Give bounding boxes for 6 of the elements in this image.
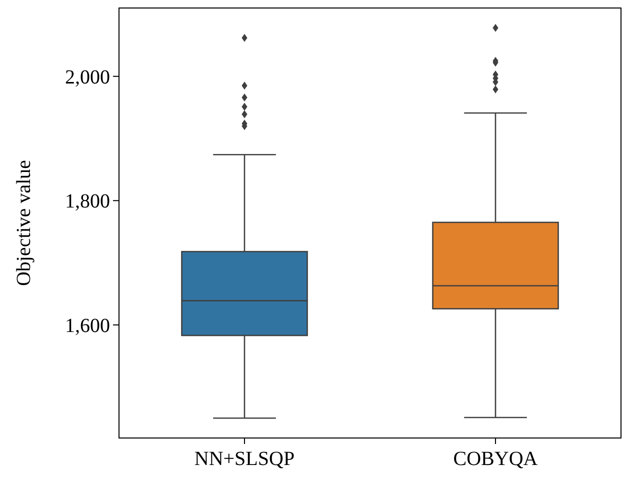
x-tick-label: COBYQA xyxy=(453,448,538,470)
y-tick-label: 2,000 xyxy=(65,66,110,88)
x-tick-label: NN+SLSQP xyxy=(194,448,295,470)
y-tick-label: 1,800 xyxy=(65,190,110,213)
y-tick-label: 1,600 xyxy=(65,314,110,337)
y-axis-title: Objective value xyxy=(13,160,35,286)
